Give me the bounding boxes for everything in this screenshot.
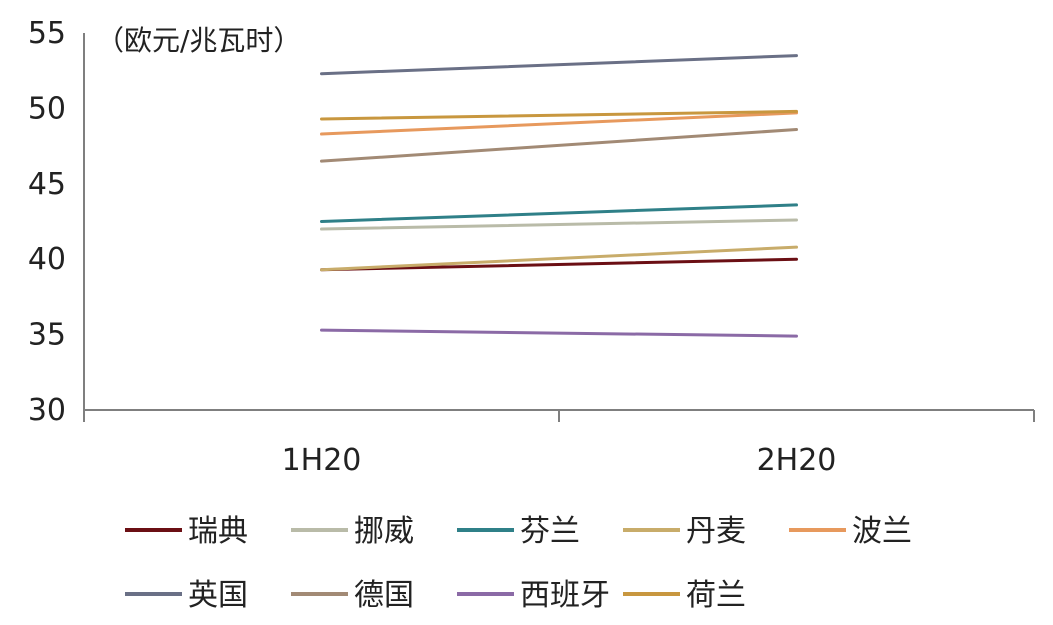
y-tick-label: 50 <box>28 91 66 126</box>
x-tick-label: 1H20 <box>282 443 362 478</box>
legend-label: 波兰 <box>852 514 912 549</box>
legend-label: 英国 <box>188 578 248 613</box>
x-tick-labels: 1H20 2H20 <box>282 443 837 478</box>
x-tick-label: 2H20 <box>757 443 837 478</box>
legend-label: 西班牙 <box>520 578 610 613</box>
series-line <box>320 109 798 121</box>
series-line <box>320 257 798 272</box>
y-unit-label: （欧元/兆瓦时） <box>96 24 301 57</box>
legend-label: 挪威 <box>354 514 414 549</box>
series-line <box>320 203 798 223</box>
y-tick-labels: 30 35 40 45 50 55 <box>28 16 66 428</box>
y-tick-label: 55 <box>28 16 66 51</box>
legend-label: 荷兰 <box>686 578 746 613</box>
y-tick-label: 45 <box>28 167 66 202</box>
legend-label: 德国 <box>354 578 414 613</box>
series-line <box>320 245 798 272</box>
legend-label: 芬兰 <box>520 514 580 549</box>
y-tick-label: 30 <box>28 393 66 428</box>
axes <box>83 33 1035 422</box>
series-line <box>320 128 798 163</box>
series-line <box>320 218 798 231</box>
series-lines <box>320 54 798 338</box>
legend-label: 丹麦 <box>686 514 746 549</box>
legend-label: 瑞典 <box>188 514 248 549</box>
series-line <box>320 111 798 136</box>
series-line <box>320 328 798 338</box>
series-line <box>320 54 798 76</box>
y-tick-label: 35 <box>28 318 66 353</box>
y-tick-label: 40 <box>28 242 66 277</box>
